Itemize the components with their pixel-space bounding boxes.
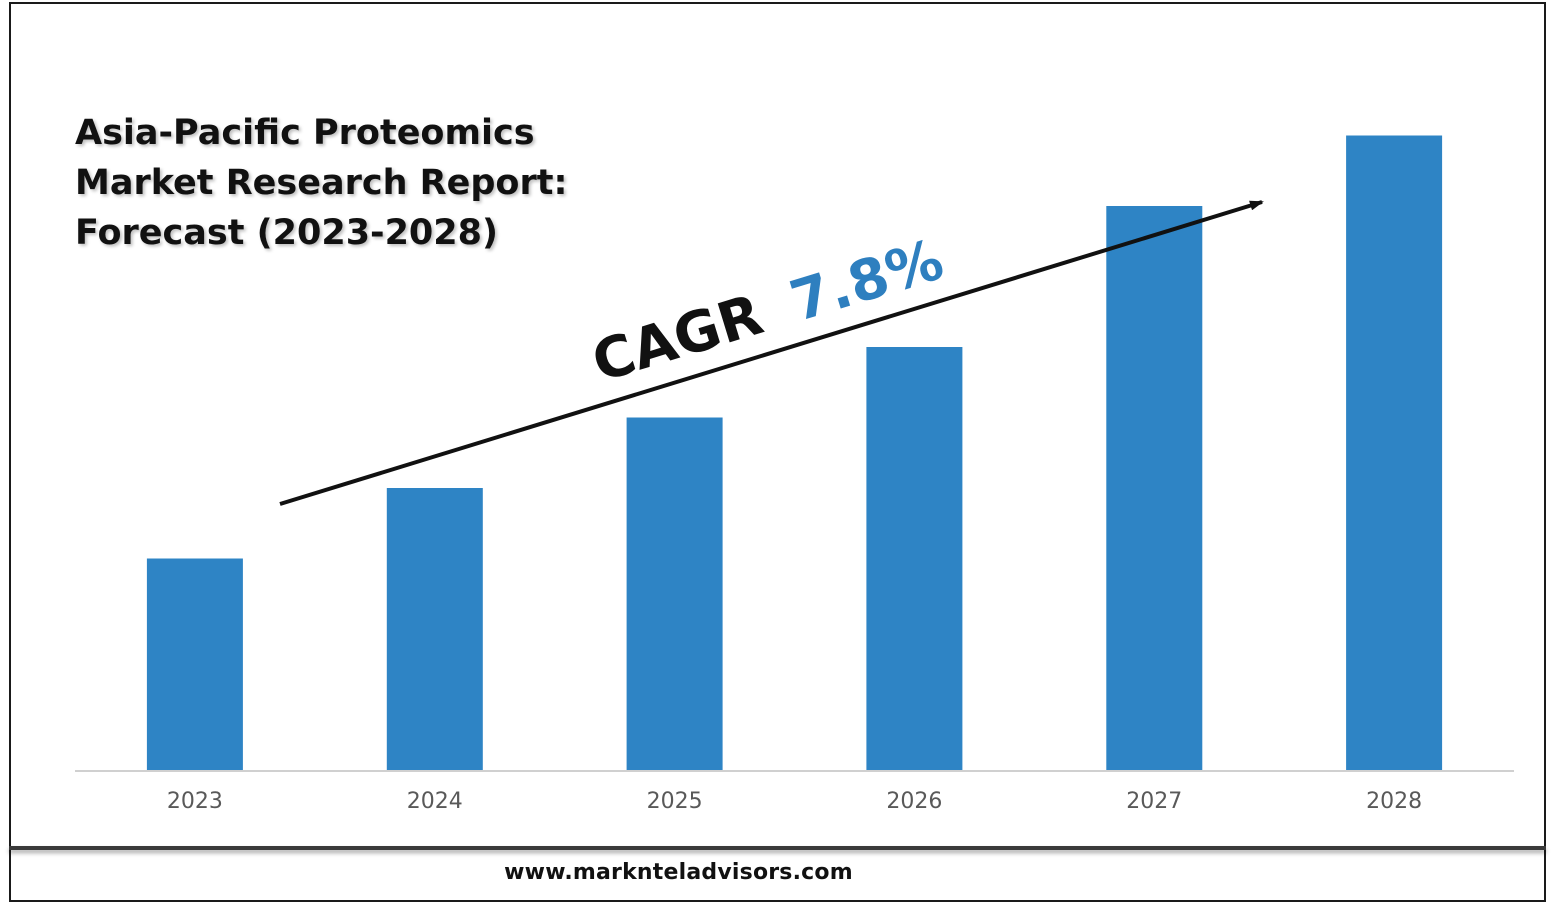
x-tick-2026: 2026 (886, 789, 942, 814)
trend-arrow (279, 200, 1264, 506)
footer-divider (9, 846, 1546, 850)
bars-layer (146, 135, 1443, 770)
title-line-3: Forecast (2023-2028) (75, 213, 498, 253)
x-tick-2027: 2027 (1126, 789, 1182, 814)
bar-2023 (146, 558, 243, 770)
bar-2026 (866, 347, 963, 770)
x-tick-labels: 2023 2024 2025 2026 2027 2028 (167, 789, 1422, 814)
bar-2028 (1346, 135, 1443, 770)
title-line-2: Market Research Report: (75, 163, 568, 203)
x-tick-2025: 2025 (647, 789, 703, 814)
x-tick-2028: 2028 (1366, 789, 1422, 814)
bar-2025 (626, 417, 723, 770)
chart-title: Asia-Pacific Proteomics Market Research … (75, 108, 635, 258)
x-tick-2023: 2023 (167, 789, 223, 814)
chart-frame (9, 2, 1546, 902)
bar-2027 (1106, 206, 1203, 770)
cagr-label: CAGR (585, 282, 770, 395)
title-line-1: Asia-Pacific Proteomics (75, 113, 535, 153)
cagr-value: 7.8% (783, 227, 951, 335)
bar-2024 (386, 488, 483, 770)
x-tick-2024: 2024 (407, 789, 463, 814)
footer-website-link[interactable]: www.marknteladvisors.com (504, 860, 853, 885)
